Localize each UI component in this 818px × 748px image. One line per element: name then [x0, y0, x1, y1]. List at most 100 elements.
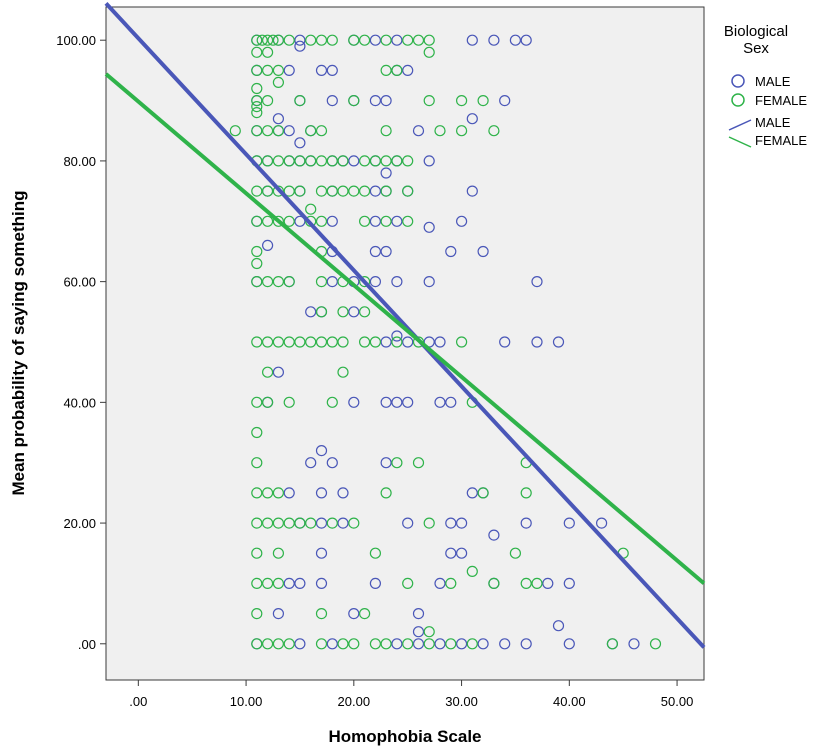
female-point [423, 517, 435, 529]
male-point [456, 547, 468, 559]
female-point [262, 125, 274, 137]
female-point [326, 185, 338, 197]
x-axis-title: Homophobia Scale [328, 727, 481, 746]
male-point [542, 577, 554, 590]
male-point [402, 64, 414, 77]
male-point [466, 34, 478, 46]
y-tick-label: 80.00 [63, 154, 96, 169]
female-point [283, 517, 295, 529]
male-point [499, 336, 511, 348]
female-point [531, 577, 543, 590]
legend-title-line-2: Sex [743, 40, 769, 57]
female-point [315, 607, 328, 620]
male-point [434, 396, 446, 408]
female-point [337, 336, 349, 348]
female-point [315, 276, 328, 288]
male-point [315, 547, 328, 559]
male-point [315, 445, 328, 457]
legend-female-line-label: FEMALE [755, 133, 807, 148]
female-point [423, 94, 435, 107]
female-point [251, 64, 263, 77]
male-point [326, 94, 338, 107]
male-point [294, 215, 306, 227]
female-point [359, 215, 371, 227]
female-point [391, 64, 403, 77]
male-point [552, 620, 565, 632]
female-point [283, 638, 295, 650]
female-point [391, 155, 403, 167]
male-point [445, 396, 457, 408]
female-point [256, 34, 268, 46]
female-point [251, 638, 263, 650]
female-point [326, 396, 338, 408]
female-point [272, 276, 284, 288]
female-point [326, 34, 338, 46]
male-point [423, 221, 435, 233]
male-point [391, 276, 403, 288]
female-point [251, 336, 263, 348]
female-point [423, 46, 435, 58]
female-point [305, 336, 317, 348]
female-point [359, 185, 371, 197]
y-tick-label: .00 [78, 637, 96, 652]
male-point [294, 577, 306, 590]
female-point [262, 34, 274, 46]
female-point [272, 487, 284, 499]
female-point [262, 155, 274, 167]
female-point [294, 155, 306, 167]
male-point [326, 638, 338, 650]
female-point [305, 125, 317, 137]
male-point [563, 577, 575, 590]
female-point [326, 517, 338, 529]
female-point [315, 155, 328, 167]
male-point [380, 167, 392, 179]
female-point [251, 577, 263, 590]
male-point [272, 607, 284, 620]
male-fit-line [104, 2, 706, 649]
male-point [305, 306, 317, 318]
female-point [294, 185, 306, 197]
legend-title-line-1: Biological [724, 23, 788, 40]
female-point [251, 125, 263, 137]
male-point [477, 638, 489, 650]
female-point [326, 155, 338, 167]
male-point [283, 487, 295, 499]
data-points [229, 34, 662, 650]
female-point [315, 185, 328, 197]
female-point [272, 215, 284, 227]
female-fit-line [104, 72, 706, 585]
x-tick-label: 10.00 [230, 694, 263, 709]
x-axis: .00 10.00 20.00 30.00 40.00 50.00 [129, 680, 693, 709]
female-point [456, 125, 468, 137]
female-point [251, 607, 263, 620]
female-point [337, 638, 349, 650]
male-point [412, 638, 425, 650]
male-point [348, 607, 360, 620]
female-point [380, 64, 392, 77]
legend: Biological Sex MALE FEMALE MALE FEMALE [724, 23, 807, 148]
male-point [272, 113, 284, 125]
female-point [262, 336, 274, 348]
male-point [369, 577, 381, 590]
female-point [294, 517, 306, 529]
male-point [456, 215, 468, 227]
female-point [423, 34, 435, 46]
male-point [456, 638, 468, 650]
female-point [509, 547, 522, 559]
female-point [315, 215, 328, 227]
male-point [283, 125, 295, 137]
female-point [272, 577, 284, 590]
female-point [229, 125, 241, 137]
female-point [283, 276, 295, 288]
male-point [477, 245, 489, 258]
female-point [380, 215, 392, 227]
male-point [369, 276, 381, 288]
legend-male-line-label: MALE [755, 115, 791, 130]
female-point [251, 94, 263, 107]
female-point [251, 106, 263, 119]
male-point [369, 94, 381, 107]
male-point [412, 125, 425, 137]
male-point [488, 34, 500, 46]
female-point [434, 125, 446, 137]
